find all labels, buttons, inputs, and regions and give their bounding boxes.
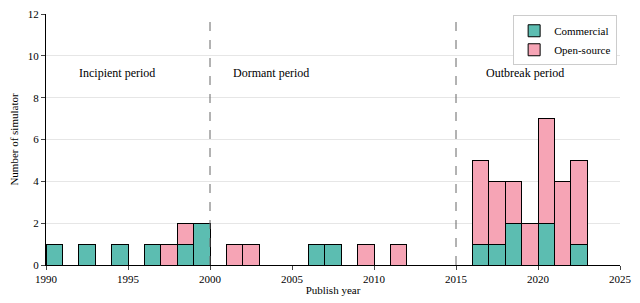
svg-text:Commercial: Commercial: [554, 25, 608, 37]
svg-text:4: 4: [33, 175, 39, 187]
svg-text:10: 10: [28, 50, 40, 62]
svg-text:2: 2: [33, 217, 39, 229]
svg-text:2025: 2025: [609, 273, 632, 285]
svg-text:2005: 2005: [281, 273, 304, 285]
svg-text:Outbreak period: Outbreak period: [486, 66, 564, 80]
svg-text:8: 8: [33, 92, 39, 104]
svg-text:2020: 2020: [527, 273, 550, 285]
svg-text:Dormant period: Dormant period: [233, 66, 309, 80]
svg-text:1990: 1990: [35, 273, 58, 285]
svg-text:2010: 2010: [363, 273, 386, 285]
svg-text:Open-source: Open-source: [554, 44, 610, 56]
svg-text:Number of simulator: Number of simulator: [8, 93, 20, 186]
svg-text:6: 6: [33, 133, 39, 145]
svg-text:Publish year: Publish year: [306, 284, 361, 296]
svg-text:2000: 2000: [199, 273, 222, 285]
svg-text:Incipient period: Incipient period: [79, 66, 155, 80]
svg-text:12: 12: [28, 8, 39, 20]
svg-text:1995: 1995: [117, 273, 140, 285]
svg-text:2015: 2015: [445, 273, 468, 285]
svg-text:0: 0: [33, 259, 39, 271]
